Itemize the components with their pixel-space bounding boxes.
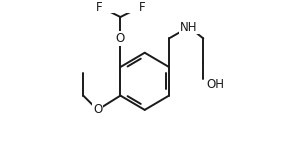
Text: F: F xyxy=(139,0,145,14)
Text: O: O xyxy=(93,103,102,116)
Text: NH: NH xyxy=(180,21,198,33)
Text: F: F xyxy=(96,0,102,14)
Text: O: O xyxy=(116,32,125,45)
Text: OH: OH xyxy=(206,78,224,91)
